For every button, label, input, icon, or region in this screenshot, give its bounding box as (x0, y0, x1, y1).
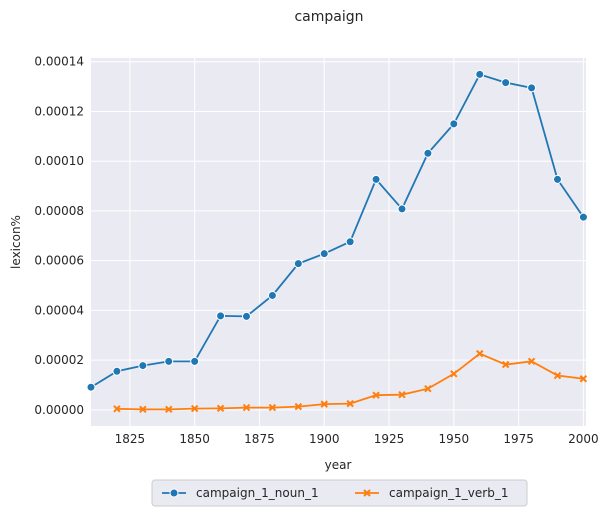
x-tick-label: 1850 (179, 432, 210, 446)
y-tick-label: 0.00008 (34, 204, 84, 218)
campaign_1_verb_1-point (476, 349, 484, 358)
x-tick-label: 1875 (244, 432, 275, 446)
campaign_1_verb_1-point (268, 403, 277, 412)
legend-item: campaign_1_verb_1 (355, 486, 508, 500)
campaign_1_noun_1-point (397, 204, 407, 214)
campaign_1_noun_1-point (112, 366, 122, 376)
campaign_1_noun_1-point (241, 311, 251, 321)
campaign_1_noun_1-point (501, 78, 511, 88)
campaign_1_verb_1-point (139, 405, 147, 414)
legend-label: campaign_1_noun_1 (196, 486, 319, 500)
campaign_1_verb_1-point (372, 391, 380, 399)
campaign_1_verb_1-point (501, 360, 510, 369)
campaign_1_noun_1-point (527, 83, 537, 93)
x-axis: 1825 1850 1875 1900 1925 1950 1975 2000 (115, 432, 599, 446)
campaign_1_noun_1-point (86, 382, 96, 392)
legend-box (151, 479, 528, 507)
campaign_1_noun_1-point (578, 212, 588, 222)
campaign_1_noun_1-point (449, 119, 459, 129)
y-tick-label: 0.00010 (34, 154, 84, 168)
campaign_1_noun_1-point (190, 356, 200, 366)
x-tick-label: 1975 (503, 432, 534, 446)
campaign_1_verb_1-point (398, 390, 406, 399)
campaign_1_noun_1-point (138, 361, 148, 371)
x-tick-label: 1900 (309, 432, 340, 446)
campaign_1_verb_1-point (190, 404, 199, 413)
campaign_1_verb_1-point (320, 400, 328, 408)
legend-label: campaign_1_verb_1 (389, 486, 508, 500)
series-layer (86, 69, 588, 414)
campaign_1_verb_1-point (579, 375, 588, 383)
y-tick-label: 0.00002 (34, 353, 84, 367)
y-tick-label: 0.00006 (34, 254, 84, 268)
campaign_1_verb_1-point (242, 403, 251, 412)
y-tick-label: 0.00012 (34, 104, 84, 118)
y-tick-label: 0.00004 (34, 303, 84, 317)
y-tick-label: 0.00014 (34, 55, 84, 69)
x-tick-label: 2000 (568, 432, 599, 446)
y-axis-label: lexicon% (9, 215, 23, 269)
campaign_1_noun_1-point (267, 290, 277, 300)
legend-marker (169, 488, 179, 498)
campaign_1_noun_1-point (423, 148, 433, 158)
campaign_1_noun_1-series (86, 69, 588, 392)
campaign_1_noun_1-point (293, 259, 303, 269)
campaign_1_noun_1-point (216, 311, 226, 321)
campaign_1_verb_1-point (216, 404, 225, 413)
campaign_1_verb_1-point (346, 399, 354, 408)
legend-marker (363, 489, 371, 497)
x-tick-label: 1925 (374, 432, 405, 446)
campaign_1_verb_1-point (553, 371, 562, 380)
campaign_1_verb_1-point (165, 405, 173, 414)
campaign_1_verb_1-series (113, 349, 588, 414)
y-tick-label: 0.00000 (34, 403, 84, 417)
grid (91, 58, 586, 426)
x-tick-label: 1825 (115, 432, 146, 446)
campaign_1_verb_1-point (527, 357, 536, 366)
x-tick-label: 1950 (439, 432, 470, 446)
campaign_1_verb_1-point (450, 370, 458, 378)
legend-item: campaign_1_noun_1 (162, 486, 319, 500)
chart-title: campaign (294, 9, 363, 25)
campaign_1_noun_1-point (319, 249, 329, 259)
y-axis: 0.00000 0.00002 0.00004 0.00006 0.00008 0.000… (34, 55, 84, 417)
campaign_1_verb_1-point (424, 384, 432, 393)
campaign_1_noun_1-point (345, 237, 355, 247)
campaign_1_verb_1-point (294, 402, 303, 411)
plot-area (91, 58, 586, 426)
x-axis-label: year (325, 458, 352, 472)
campaign_1_noun_1-point (475, 69, 485, 79)
campaign_1_noun_1-point (371, 174, 381, 184)
legend: campaign_1_noun_1 campaign_1_verb_1 (151, 479, 528, 507)
campaign_1_verb_1-point (113, 405, 121, 413)
campaign_1_noun_1-point (552, 174, 562, 184)
campaign_1_noun_1-point (164, 356, 174, 366)
